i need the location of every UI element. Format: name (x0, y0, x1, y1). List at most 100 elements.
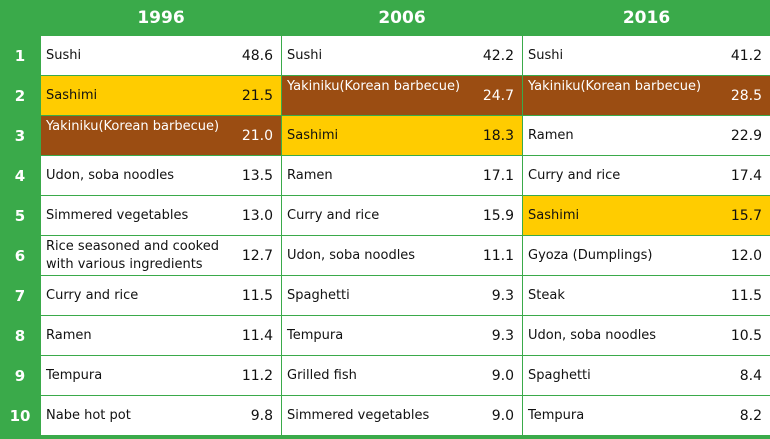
table-cell: Udon, soba noodles 10.5 (523, 316, 770, 355)
rank-number: 6 (14, 247, 26, 265)
dish-name: Sashimi (528, 207, 580, 223)
table-cell: Ramen 22.9 (523, 116, 770, 155)
dish-name: Ramen (287, 167, 333, 183)
dish-percentage: 11.1 (482, 247, 514, 264)
table-cell: Tempura 11.2 (41, 356, 281, 395)
rank-number: 3 (14, 127, 26, 145)
dish-percentage: 9.3 (491, 287, 514, 304)
dish-name: Curry and rice (528, 167, 621, 183)
dish-name: Sashimi (46, 87, 98, 103)
dish-name: Simmered vegetables (287, 407, 430, 423)
table-cell: Tempura 9.3 (282, 316, 522, 355)
table-cell: Curry and rice 17.4 (523, 156, 770, 195)
dish-name: Sushi (528, 47, 564, 63)
dish-percentage: 41.2 (730, 47, 762, 64)
dish-name: Sushi (46, 47, 82, 63)
table-cell: Curry and rice 11.5 (41, 276, 281, 315)
dish-percentage: 11.2 (241, 367, 273, 384)
dish-name: Spaghetti (287, 287, 350, 303)
table-cell: Ramen 11.4 (41, 316, 281, 355)
dish-percentage: 11.4 (241, 327, 273, 344)
rank-number: 9 (14, 367, 26, 385)
year-header: 1996 (137, 7, 185, 28)
dish-name: Rice seasoned and cooked with various in… (46, 238, 219, 272)
dish-percentage: 18.3 (482, 127, 514, 144)
dish-percentage: 8.2 (739, 407, 762, 424)
dish-name: Ramen (528, 127, 574, 143)
table-cell: Sushi 41.2 (523, 36, 770, 75)
dish-name: Curry and rice (287, 207, 380, 223)
rank-number: 2 (14, 87, 26, 105)
dish-name: Tempura (528, 407, 585, 423)
dish-name: Sushi (287, 47, 323, 63)
rank-number: 5 (14, 207, 26, 225)
dish-name: Gyoza (Dumplings) (528, 247, 653, 263)
table-cell: Sushi 48.6 (41, 36, 281, 75)
rank-number: 8 (14, 327, 26, 345)
dish-name: Spaghetti (528, 367, 591, 383)
table-cell: Spaghetti 8.4 (523, 356, 770, 395)
table-cell: Udon, soba noodles 11.1 (282, 236, 522, 275)
dish-percentage: 17.4 (730, 167, 762, 184)
dish-percentage: 24.7 (482, 87, 514, 104)
dish-percentage: 21.0 (241, 127, 273, 144)
table-cell: Tempura 8.2 (523, 396, 770, 435)
dish-name: Udon, soba noodles (528, 327, 657, 343)
dish-name: Grilled fish (287, 367, 357, 383)
table-cell: Grilled fish 9.0 (282, 356, 522, 395)
dish-percentage: 15.7 (730, 207, 762, 224)
dish-percentage: 12.7 (241, 247, 273, 264)
dish-percentage: 11.5 (241, 287, 273, 304)
dish-percentage: 11.5 (730, 287, 762, 304)
dish-name: Curry and rice (46, 287, 139, 303)
dish-name: Yakiniku(Korean barbecue) (528, 79, 702, 94)
dish-percentage: 42.2 (482, 47, 514, 64)
dish-percentage: 21.5 (241, 87, 273, 104)
dish-percentage: 9.0 (491, 407, 514, 424)
table-cell: Spaghetti 9.3 (282, 276, 522, 315)
dish-name: Simmered vegetables (46, 207, 189, 223)
dish-percentage: 9.8 (250, 407, 273, 424)
dish-name: Steak (528, 287, 565, 303)
table-cell: Sashimi 21.5 (41, 76, 281, 115)
dish-percentage: 13.5 (241, 167, 273, 184)
table-cell: Sashimi 15.7 (523, 196, 770, 235)
dish-name: Udon, soba noodles (287, 247, 416, 263)
dish-name: Nabe hot pot (46, 407, 131, 423)
dish-name: Udon, soba noodles (46, 167, 175, 183)
table-cell: Simmered vegetables 13.0 (41, 196, 281, 235)
rank-number: 7 (14, 287, 26, 305)
table-cell: Gyoza (Dumplings) 12.0 (523, 236, 770, 275)
table-cell: Yakiniku(Korean barbecue) 24.7 (282, 76, 522, 115)
dish-percentage: 8.4 (739, 367, 762, 384)
dish-name: Yakiniku(Korean barbecue) (46, 119, 220, 134)
dish-percentage: 22.9 (730, 127, 762, 144)
table-cell: Ramen 17.1 (282, 156, 522, 195)
dish-percentage: 10.5 (730, 327, 762, 344)
dish-name: Tempura (46, 367, 103, 383)
dish-percentage: 17.1 (482, 167, 514, 184)
table-cell: Sushi 42.2 (282, 36, 522, 75)
table-cell: Steak 11.5 (523, 276, 770, 315)
dish-percentage: 28.5 (730, 87, 762, 104)
rank-number: 4 (14, 167, 26, 185)
rank-number: 10 (9, 407, 31, 425)
table-cell: Sashimi 18.3 (282, 116, 522, 155)
table-cell: Udon, soba noodles 13.5 (41, 156, 281, 195)
table-cell: Yakiniku(Korean barbecue) 28.5 (523, 76, 770, 115)
dish-percentage: 9.0 (491, 367, 514, 384)
dish-name: Ramen (46, 327, 92, 343)
year-header: 2016 (622, 7, 671, 28)
table-cell: Nabe hot pot 9.8 (41, 396, 281, 435)
dish-percentage: 9.3 (491, 327, 514, 344)
table-cell: Simmered vegetables 9.0 (282, 396, 522, 435)
table-cell: Yakiniku(Korean barbecue) 21.0 (41, 116, 281, 155)
rank-number: 1 (14, 47, 26, 65)
dish-name: Sashimi (287, 127, 339, 143)
year-header: 2006 (378, 7, 426, 28)
dish-name: Tempura (287, 327, 344, 343)
dish-percentage: 12.0 (730, 247, 762, 264)
dish-percentage: 15.9 (482, 207, 514, 224)
dish-percentage: 13.0 (241, 207, 273, 224)
